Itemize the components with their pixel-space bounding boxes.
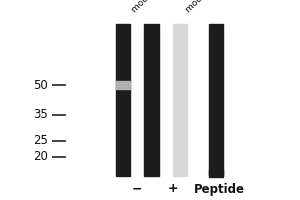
Bar	[209, 169, 223, 177]
Text: 25: 25	[33, 134, 48, 148]
Text: Peptide: Peptide	[194, 182, 244, 196]
Text: −: −	[131, 182, 142, 196]
Text: 35: 35	[33, 108, 48, 121]
Text: 50: 50	[33, 79, 48, 92]
Bar	[173, 24, 187, 176]
Bar	[209, 24, 223, 176]
Text: mouse brain: mouse brain	[184, 0, 230, 14]
Bar	[116, 81, 130, 89]
Bar	[144, 24, 159, 176]
Text: 20: 20	[33, 150, 48, 164]
Text: +: +	[167, 182, 178, 196]
Bar	[116, 24, 130, 176]
Text: mouse brain: mouse brain	[130, 0, 176, 14]
